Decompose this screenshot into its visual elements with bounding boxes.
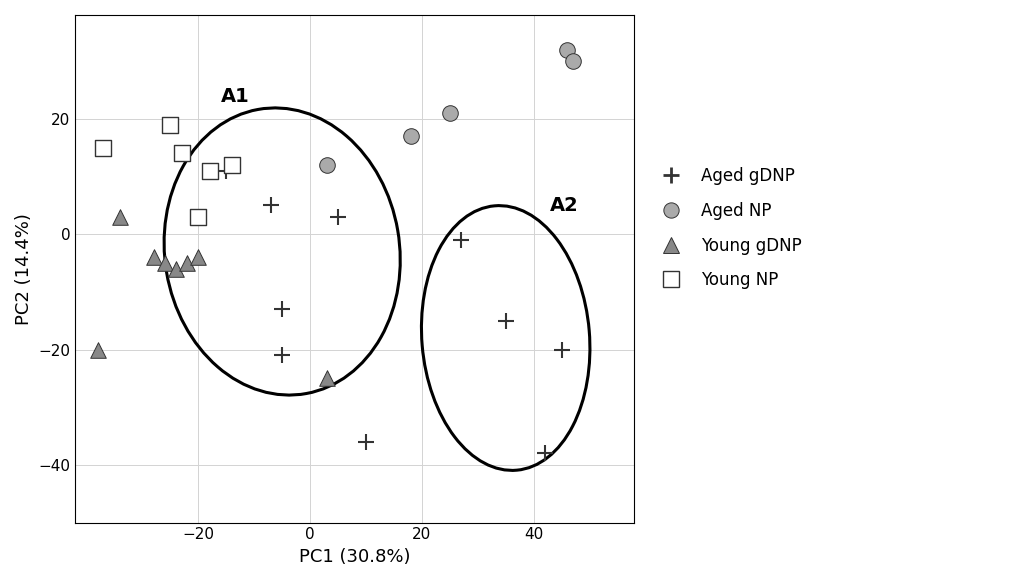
Point: [274, 351, 290, 360]
Point: [90, 345, 106, 354]
Point: [452, 235, 469, 245]
Text: A2: A2: [550, 196, 579, 215]
Point: [318, 160, 334, 170]
Point: [218, 166, 234, 175]
Text: A1: A1: [220, 87, 250, 106]
Point: [263, 200, 279, 210]
Point: [403, 131, 419, 141]
Point: [95, 143, 111, 152]
Point: [157, 259, 173, 268]
Point: [190, 253, 206, 262]
Point: [179, 259, 196, 268]
Point: [497, 316, 514, 325]
Point: [318, 374, 334, 383]
Point: [162, 120, 178, 129]
Point: [173, 149, 190, 158]
Point: [441, 109, 458, 118]
Legend: Aged gDNP, Aged NP, Young gDNP, Young NP: Aged gDNP, Aged NP, Young gDNP, Young NP: [647, 160, 808, 296]
Point: [146, 253, 162, 262]
Point: [112, 212, 128, 221]
Y-axis label: PC2 (14.4%): PC2 (14.4%): [15, 213, 33, 325]
Point: [553, 345, 570, 354]
Point: [558, 45, 575, 54]
Point: [536, 449, 552, 458]
Point: [358, 437, 374, 446]
Point: [201, 166, 217, 175]
Point: [223, 160, 239, 170]
Point: [190, 212, 206, 221]
X-axis label: PC1 (30.8%): PC1 (30.8%): [299, 548, 411, 566]
Point: [329, 212, 345, 221]
Point: [274, 304, 290, 314]
Point: [168, 264, 184, 274]
Point: [565, 56, 581, 66]
